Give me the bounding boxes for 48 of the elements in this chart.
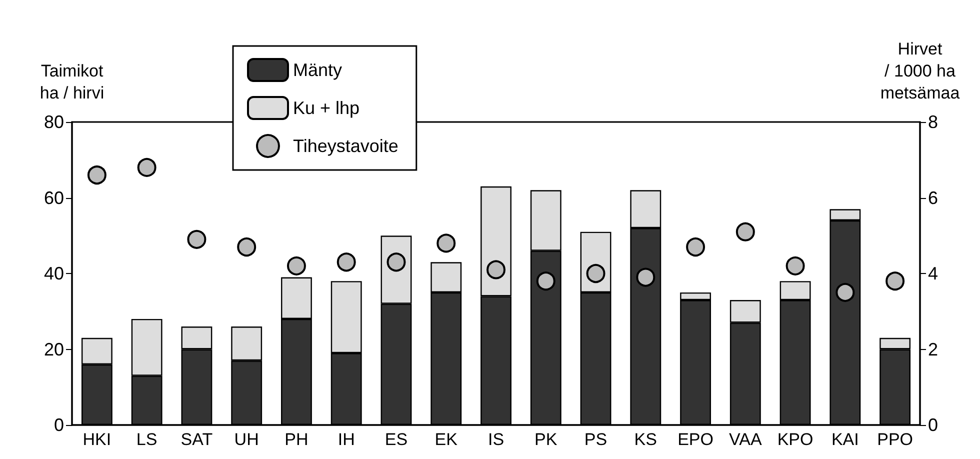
y2-tick-label: 4 xyxy=(928,264,938,284)
y2-tick-label: 0 xyxy=(928,415,938,435)
point xyxy=(187,230,206,249)
x-tick-label: SAT xyxy=(180,430,213,449)
point xyxy=(237,237,256,256)
point xyxy=(536,272,556,291)
legend-label: Tiheystavoite xyxy=(293,136,398,156)
legend-label: Mänty xyxy=(293,60,342,80)
x-tick-label: PS xyxy=(584,430,608,449)
x-tick-label: EPO xyxy=(678,430,714,449)
point xyxy=(137,158,156,177)
x-tick-label: UH xyxy=(234,430,259,449)
point xyxy=(636,268,656,287)
x-tick-label: KS xyxy=(634,430,657,449)
point xyxy=(586,264,606,283)
y2-axis-title: Hirvet / 1000 ha metsämaa xyxy=(880,40,960,102)
y2-tick-label: 2 xyxy=(928,339,938,360)
point xyxy=(286,256,306,276)
y-tick-label: 20 xyxy=(44,339,64,360)
x-tick-label: PK xyxy=(534,430,558,449)
point xyxy=(486,260,506,280)
x-tick-label: LS xyxy=(136,430,158,449)
point xyxy=(886,272,905,291)
x-tick-label: HKI xyxy=(82,430,112,449)
y2-tick-label: 8 xyxy=(928,112,938,132)
x-tick-label: IS xyxy=(488,430,504,449)
point xyxy=(87,166,106,185)
x-tick-label: VAA xyxy=(729,430,762,449)
point xyxy=(736,222,755,242)
y-tick-label: 0 xyxy=(54,415,64,435)
point xyxy=(686,237,706,256)
point xyxy=(336,252,356,272)
x-tick-label: KPO xyxy=(777,430,814,449)
y-tick-label: 60 xyxy=(44,188,64,208)
y-tick-label: 80 xyxy=(44,112,64,132)
point xyxy=(436,234,456,253)
y-axis-title: Taimikot ha / hirvi xyxy=(40,62,104,102)
legend-label: Ku + lhp xyxy=(293,98,360,118)
y-tick-label: 40 xyxy=(44,264,64,284)
x-tick-label: PPO xyxy=(877,430,914,449)
x-tick-label: ES xyxy=(384,430,408,449)
x-tick-label: IH xyxy=(338,430,355,449)
x-tick-label: KAI xyxy=(831,430,859,449)
point xyxy=(836,282,855,302)
y2-tick-label: 6 xyxy=(928,188,938,208)
x-tick-label: EK xyxy=(434,430,458,449)
point xyxy=(786,256,805,276)
x-tick-label: PH xyxy=(284,430,308,449)
